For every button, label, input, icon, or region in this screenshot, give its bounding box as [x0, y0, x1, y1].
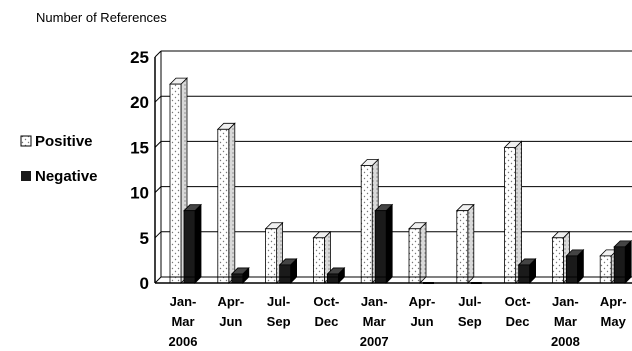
- x-tick-label: Oct-Dec: [313, 294, 339, 329]
- bar-positive: [216, 122, 236, 284]
- legend: Positive Negative: [20, 133, 98, 185]
- x-tick-label: Apr-Jun: [217, 294, 244, 329]
- bars: [169, 77, 632, 284]
- bar-negative: [374, 203, 394, 284]
- legend-label-negative: Negative: [35, 168, 98, 185]
- y-tick-labels: 0 5 10 15 20 25: [130, 48, 149, 293]
- y-tick-label: 10: [130, 184, 149, 203]
- grid-line-depth: [154, 95, 162, 103]
- bar-positive: [408, 221, 427, 284]
- x-tick-label: Jan-Mar 2006: [169, 294, 198, 349]
- bar-negative: [326, 266, 346, 284]
- bar-positive: [503, 140, 523, 284]
- x-tick-label: Jan-Mar 2007: [360, 294, 389, 349]
- grid-line-depth: [154, 231, 162, 239]
- bar-positive: [312, 230, 332, 284]
- bar-negative: [278, 257, 298, 284]
- x-tick-labels: Jan-Mar 2006 Apr-Jun Jul-Sep Oct-Dec Jan-Mar 2…: [169, 294, 627, 349]
- y-axis-label: Number of References: [36, 10, 167, 25]
- x-tick-label: Apr-May: [600, 294, 627, 329]
- y-tick-label: 25: [130, 48, 149, 67]
- legend-swatch-positive: [20, 135, 32, 147]
- grid-line-depth: [154, 141, 162, 148]
- x-tick-label: Jan-Mar 2008: [551, 294, 580, 349]
- x-tick-label: Jul-Sep: [267, 294, 291, 329]
- y-tick-label: 5: [140, 229, 149, 248]
- grid-line-depth: [154, 186, 162, 193]
- y-tick-label: 0: [140, 274, 149, 293]
- x-tick-label: Apr-Jun: [409, 294, 436, 329]
- x-tick-label: Jul-Sep: [458, 294, 482, 329]
- bar-negative: [565, 248, 585, 284]
- grid-lines: [154, 50, 632, 239]
- y-tick-label: 20: [130, 93, 149, 112]
- grid-line-depth: [154, 50, 162, 58]
- legend-item-negative: Negative: [21, 168, 98, 185]
- bar-positive: [455, 203, 475, 284]
- legend-item-positive: Positive: [20, 133, 93, 150]
- y-tick-label: 15: [130, 138, 149, 157]
- floor-edge: [154, 276, 162, 284]
- legend-label-positive: Positive: [35, 133, 93, 150]
- bar-negative: [183, 203, 202, 284]
- bar-negative: [517, 257, 537, 284]
- legend-swatch-negative: [21, 171, 31, 181]
- axes: [154, 51, 632, 284]
- x-tick-label: Oct-Dec: [505, 294, 531, 329]
